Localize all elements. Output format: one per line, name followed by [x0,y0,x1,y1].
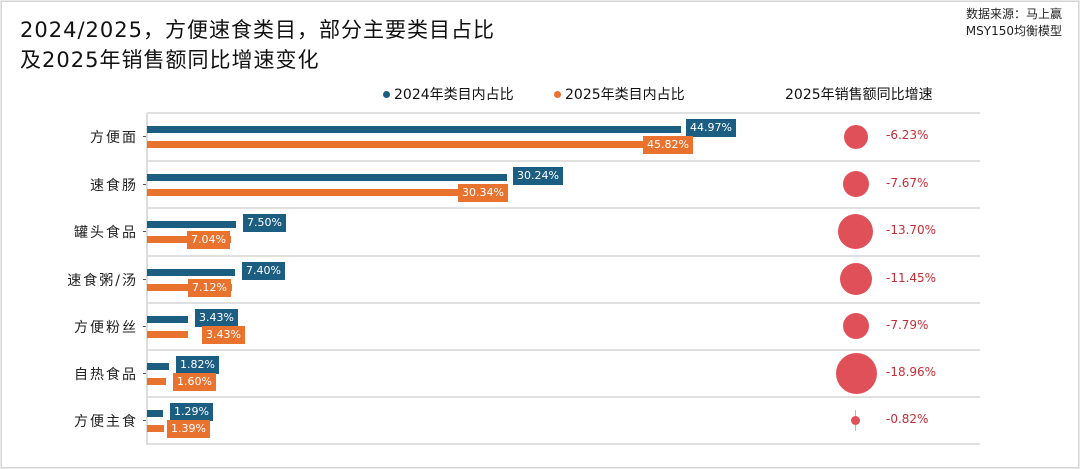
bar-2024 [147,221,236,228]
gridline [147,349,980,351]
gridline [147,302,980,304]
bar-2024 [147,174,507,181]
axis-tick [143,420,146,421]
gridline [147,160,980,162]
gridline [147,207,980,209]
growth-bubble [836,353,877,394]
value-label-2024: 1.29% [170,403,213,421]
axis-tick [143,279,146,280]
growth-value: -7.79% [886,318,929,332]
value-label-2025: 30.34% [458,184,508,202]
growth-bubble [851,416,860,425]
source-line-1: 数据来源：马上赢 [965,7,1062,21]
chart-row: 方便面 44.97% 45.82% -6.23% [0,113,1080,160]
growth-value: -0.82% [886,412,929,426]
axis-tick [143,231,146,232]
axis-tick [143,326,146,327]
bar-2025 [147,425,164,432]
title-line-1: 2024/2025，方便速食类目，部分主要类目占比 [20,18,495,42]
legend-label-2024: 2024年类目内占比 [394,87,514,103]
axis-tick [143,184,146,185]
category-label: 速食肠 [90,178,138,194]
chart-row: 自热食品 1.82% 1.60% -18.96% [0,350,1080,397]
chart-row: 方便粉丝 3.43% 3.43% -7.79% [0,303,1080,350]
value-label-2025: 1.39% [167,420,210,438]
growth-bubble [844,125,868,149]
gridline [147,443,980,445]
growth-value: -6.23% [886,128,929,142]
value-label-2025: 7.12% [188,279,231,297]
value-label-2024: 7.50% [243,214,286,232]
legend-label-2025: 2025年类目内占比 [565,87,685,103]
axis-tick [143,136,146,137]
data-source: 数据来源：马上赢 MSY150均衡模型 [966,6,1062,40]
growth-value: -13.70% [886,223,937,237]
growth-bubble [843,313,869,339]
value-label-2024: 30.24% [513,167,563,185]
chart-row: 方便主食 1.29% 1.39% -0.82% [0,397,1080,444]
gridline [147,396,980,398]
bar-2024 [147,316,188,323]
legend-dot-2025-icon [554,90,561,98]
legend-item-2024: 2024年类目内占比 [383,84,514,104]
category-label: 方便面 [90,130,138,146]
value-label-2024: 1.82% [176,356,219,374]
chart-title: 2024/2025，方便速食类目，部分主要类目占比 及2025年销售额同比增速变… [20,15,495,75]
growth-column-header: 2025年销售额同比增速 [785,87,933,103]
gridline [147,112,980,114]
value-label-2025: 1.60% [173,373,216,391]
bar-2025 [147,331,188,338]
growth-value: -11.45% [886,271,937,285]
growth-bubble [840,263,872,295]
category-label: 速食粥/汤 [67,273,138,289]
growth-value: -7.67% [886,176,929,190]
category-label: 罐头食品 [74,225,138,241]
bar-2025 [147,189,508,196]
value-label-2024: 44.97% [686,119,736,137]
title-line-2: 及2025年销售额同比增速变化 [20,48,320,72]
growth-value: -18.96% [886,365,937,379]
value-label-2024: 7.40% [242,262,285,280]
chart-row: 罐头食品 7.50% 7.04% -13.70% [0,208,1080,255]
source-line-2: MSY150均衡模型 [965,24,1062,38]
category-label: 方便粉丝 [74,320,138,336]
value-label-2025: 7.04% [187,231,230,249]
legend-item-2025: 2025年类目内占比 [554,84,685,104]
growth-bubble [838,214,873,249]
bar-2024 [147,363,169,370]
bar-2024 [147,126,681,133]
bar-2024 [147,269,235,276]
bar-2025 [147,378,166,385]
value-label-2024: 3.43% [195,309,238,327]
y-axis-line [146,113,148,445]
bar-2025 [147,141,691,148]
axis-tick [143,373,146,374]
category-label: 自热食品 [74,367,138,383]
category-label: 方便主食 [74,414,138,430]
gridline [147,255,980,257]
legend-dot-2024-icon [383,90,390,98]
value-label-2025: 3.43% [202,326,245,344]
chart-row: 速食肠 30.24% 30.34% -7.67% [0,161,1080,208]
bar-2024 [147,410,163,417]
chart-row: 速食粥/汤 7.40% 7.12% -11.45% [0,256,1080,303]
value-label-2025: 45.82% [643,136,693,154]
growth-bubble [843,171,869,197]
